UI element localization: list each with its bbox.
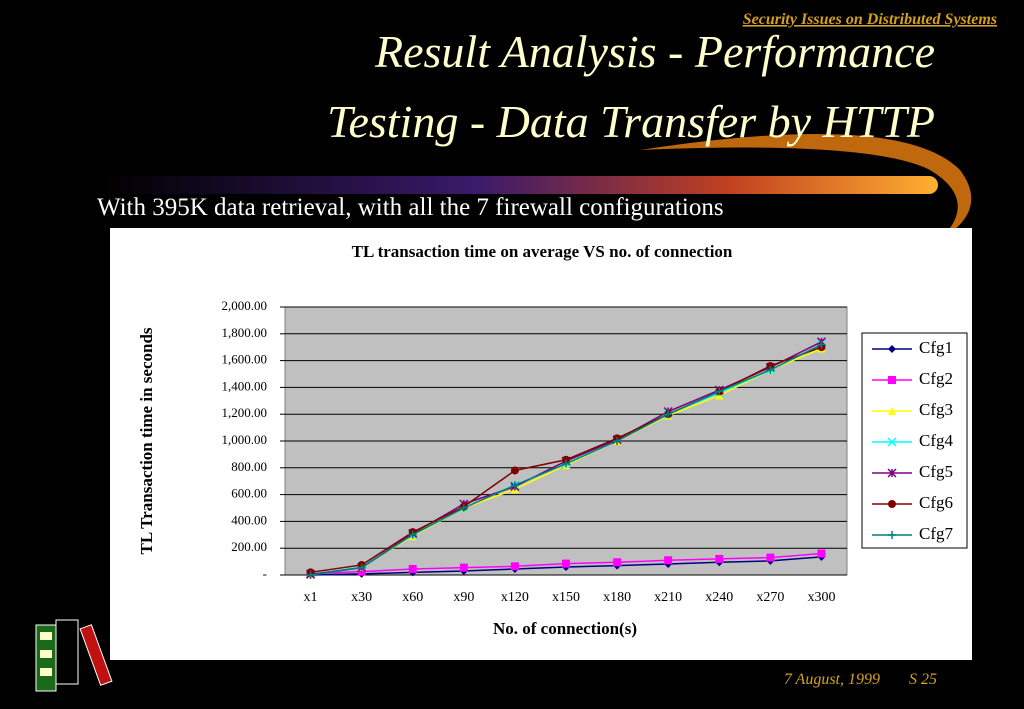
swoosh-band xyxy=(100,176,938,194)
subtitle: With 395K data retrieval, with all the 7… xyxy=(97,194,724,221)
chart: TL transaction time on average VS no. of… xyxy=(137,242,968,638)
marker xyxy=(562,459,570,468)
marker xyxy=(613,558,622,567)
marker xyxy=(510,466,519,475)
marker xyxy=(887,437,897,447)
x-axis-label: No. of connection(s) xyxy=(493,619,637,638)
x-tick-label: x180 xyxy=(603,590,631,605)
marker xyxy=(715,387,724,396)
x-tick-label: x210 xyxy=(654,590,682,605)
y-tick-label: - xyxy=(263,566,267,581)
legend-label: Cfg2 xyxy=(919,369,953,388)
marker xyxy=(562,455,570,464)
legend-label: Cfg5 xyxy=(919,462,953,481)
legend-marker xyxy=(888,407,896,415)
legend-label: Cfg3 xyxy=(919,400,953,419)
marker xyxy=(766,553,775,562)
y-tick-label: 600.00 xyxy=(231,486,267,501)
marker xyxy=(408,530,417,539)
marker xyxy=(887,468,897,478)
legend-label: Cfg6 xyxy=(919,493,953,512)
y-tick-label: 1,400.00 xyxy=(222,378,268,393)
books-icon xyxy=(35,619,113,692)
slide-number: S 25 xyxy=(909,671,937,688)
marker xyxy=(357,567,366,576)
marker xyxy=(817,340,826,349)
x-tick-label: x150 xyxy=(552,590,580,605)
y-axis-label: TL Transaction time in seconds xyxy=(137,327,156,554)
marker xyxy=(510,562,519,571)
legend-marker xyxy=(888,345,896,353)
legend-marker xyxy=(888,531,896,539)
marker xyxy=(459,504,468,512)
marker xyxy=(664,556,673,565)
date: 7 August, 1999 xyxy=(784,671,880,688)
marker xyxy=(408,564,417,573)
chart-title: TL transaction time on average VS no. of… xyxy=(352,242,733,261)
y-tick-label: 200.00 xyxy=(231,539,267,554)
marker xyxy=(766,365,775,374)
marker xyxy=(613,437,622,445)
legend-marker xyxy=(888,376,896,384)
marker xyxy=(888,376,896,384)
x-tick-label: x60 xyxy=(402,590,423,605)
legend-marker xyxy=(888,500,896,508)
marker xyxy=(459,563,468,572)
x-tick-label: x1 xyxy=(304,590,318,605)
marker xyxy=(888,345,896,353)
legend-marker xyxy=(887,437,897,447)
legend-label: Cfg7 xyxy=(919,524,954,543)
x-tick-label: x300 xyxy=(807,590,835,605)
marker xyxy=(306,571,315,579)
marker xyxy=(766,361,775,370)
marker xyxy=(664,410,673,419)
legend-label: Cfg1 xyxy=(919,338,953,357)
title: Testing - Data Transfer by HTTP xyxy=(327,96,935,147)
y-tick-label: 1,600.00 xyxy=(222,352,268,367)
x-tick-label: x120 xyxy=(501,590,529,605)
x-tick-label: x30 xyxy=(351,590,372,605)
marker xyxy=(357,563,366,572)
x-tick-label: x270 xyxy=(756,590,784,605)
y-tick-label: 2,000.00 xyxy=(222,298,268,313)
legend xyxy=(861,332,968,549)
marker xyxy=(562,559,570,568)
marker xyxy=(888,407,896,415)
marker xyxy=(715,554,724,563)
marker xyxy=(888,500,896,508)
marker xyxy=(888,531,896,539)
marker xyxy=(817,549,826,558)
y-tick-label: 800.00 xyxy=(231,459,267,474)
marker xyxy=(510,481,519,490)
y-tick-label: 1,800.00 xyxy=(222,325,268,340)
y-tick-label: 1,200.00 xyxy=(222,405,268,420)
x-tick-label: x240 xyxy=(705,590,733,605)
legend-label: Cfg4 xyxy=(919,431,954,450)
legend-marker xyxy=(887,468,897,478)
marker xyxy=(715,391,724,400)
x-tick-label: x90 xyxy=(453,590,474,605)
y-tick-label: 1,000.00 xyxy=(222,432,268,447)
title: Result Analysis - Performance xyxy=(374,26,935,77)
y-tick-label: 400.00 xyxy=(231,512,267,527)
header: Security Issues on Distributed Systems xyxy=(743,11,997,28)
